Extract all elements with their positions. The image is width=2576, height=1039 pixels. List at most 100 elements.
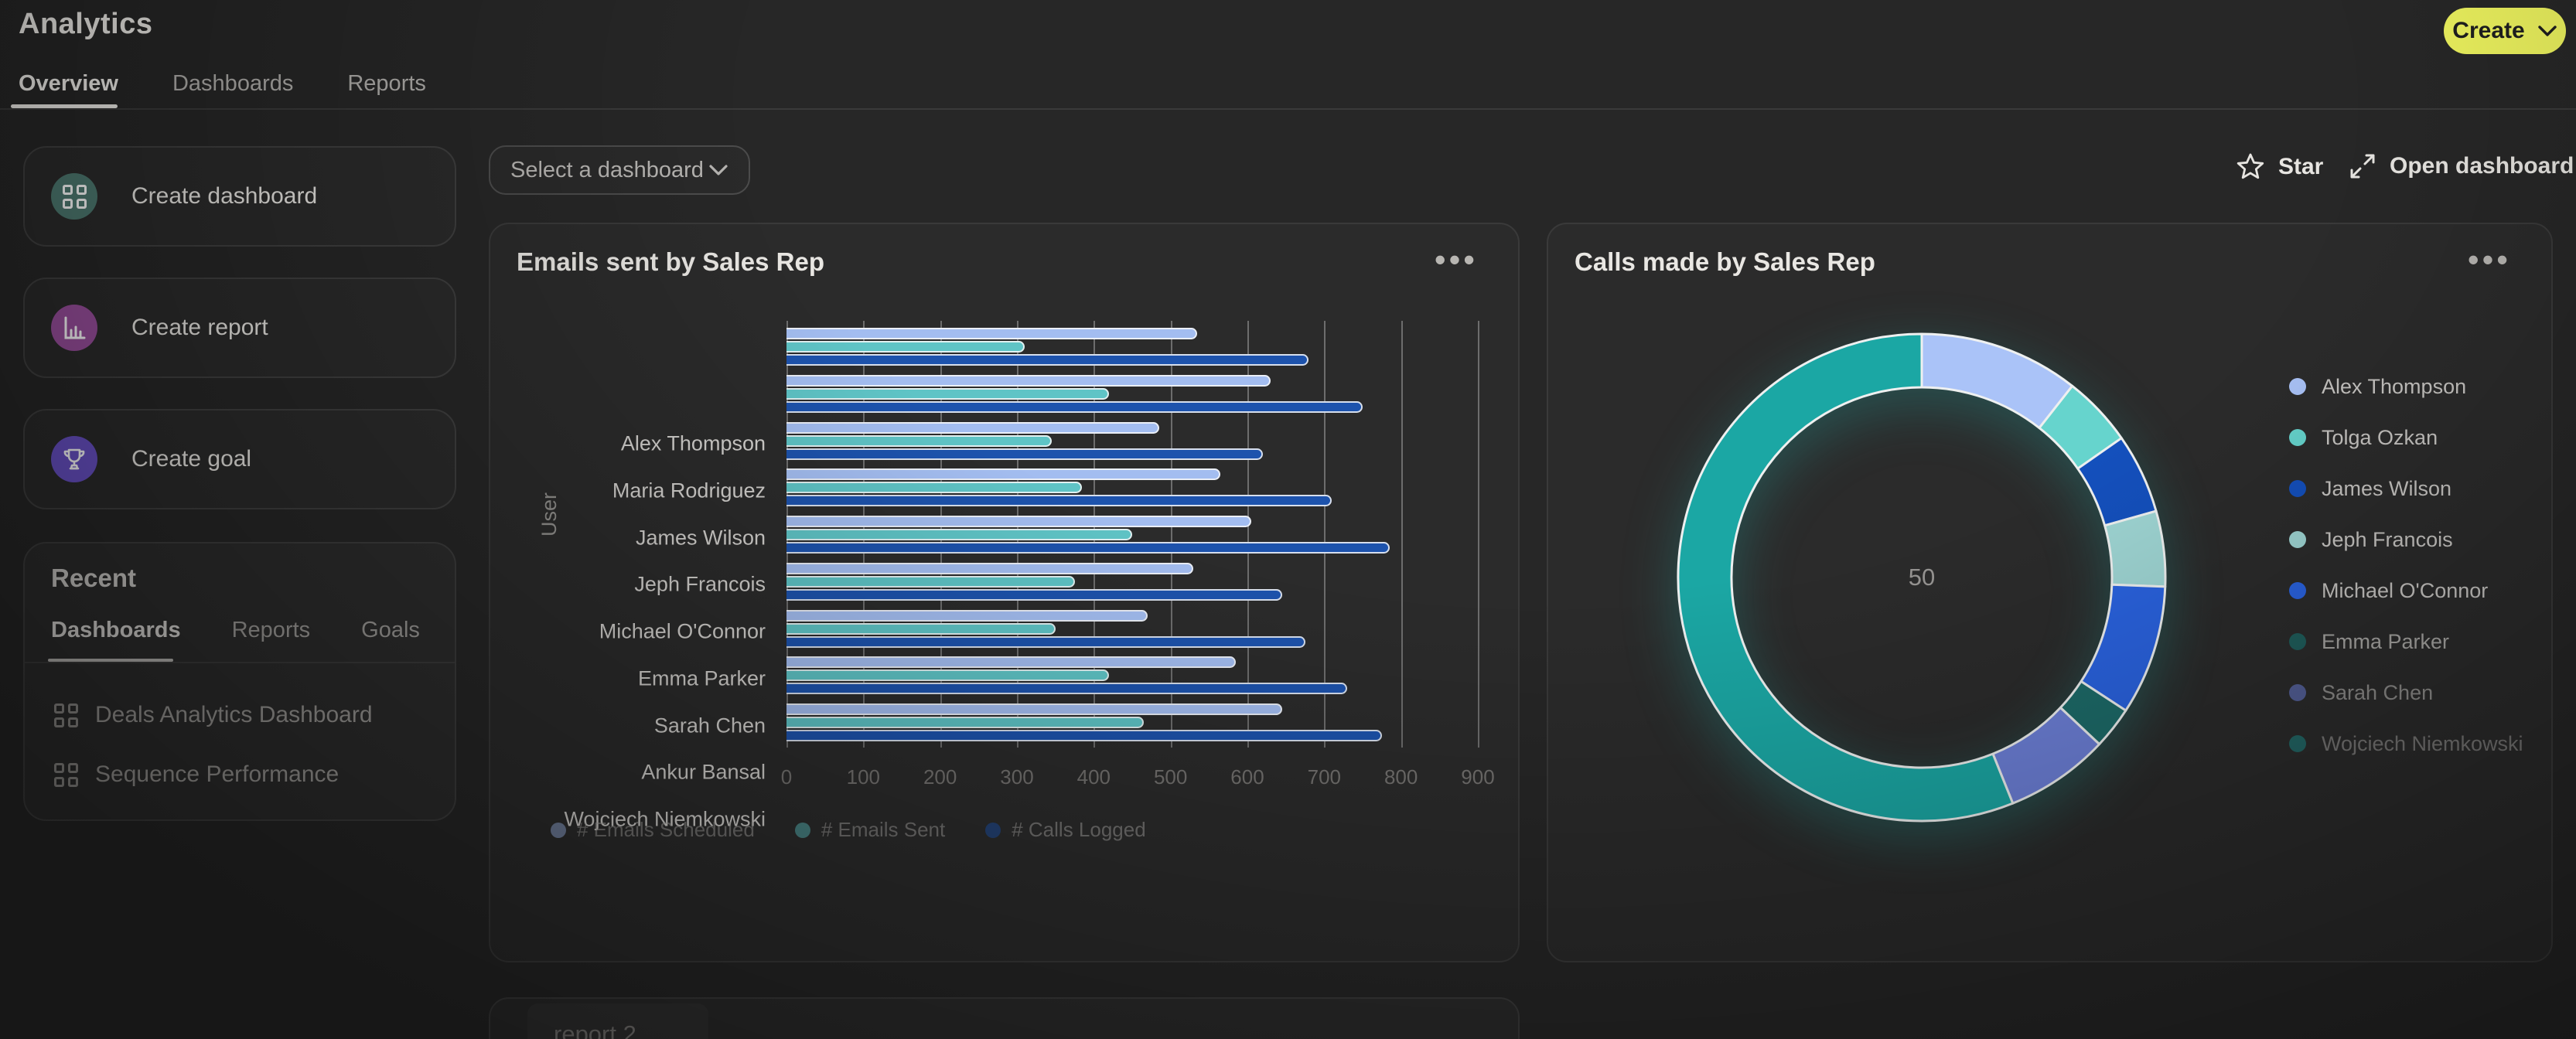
- create-button-label: Create: [2452, 18, 2525, 43]
- recent-item-sequence-performance[interactable]: Sequence Performance: [54, 758, 339, 792]
- bar--emails-scheduled-0[interactable]: [786, 328, 1198, 339]
- create-goal-card[interactable]: Create goal: [23, 409, 456, 509]
- create-report-card[interactable]: Create report: [23, 278, 456, 378]
- bar--calls-logged-1[interactable]: [786, 400, 1363, 413]
- bar--emails-sent-1[interactable]: [786, 387, 1110, 400]
- gridline: [1478, 321, 1479, 748]
- donut-chart-legend: Alex Thompson Tolga Ozkan James Wilson Jeph…: [2289, 371, 2523, 759]
- partial-card-title: report 2: [554, 1020, 636, 1039]
- legend-item[interactable]: # Emails Scheduled: [551, 818, 755, 842]
- bar-category-label: Wojciech Niemkowski: [564, 807, 766, 831]
- bar--calls-logged-7[interactable]: [786, 683, 1348, 695]
- bar--emails-sent-4[interactable]: [786, 529, 1132, 540]
- donut-legend-item[interactable]: Sarah Chen: [2289, 677, 2523, 708]
- bar--calls-logged-3[interactable]: [786, 495, 1332, 507]
- emails-sent-card: Emails sent by Sales Rep ••• User Alex T…: [489, 223, 1520, 962]
- tab-dashboards[interactable]: Dashboards: [172, 71, 294, 96]
- donut-legend-item[interactable]: Tolga Ozkan: [2289, 422, 2523, 453]
- donut-legend-item[interactable]: Alex Thompson: [2289, 371, 2523, 402]
- bar-category-label: Alex Thompson: [620, 431, 766, 455]
- bar-chart-legend: # Emails Scheduled # Emails Sent # Calls L…: [551, 818, 1146, 842]
- recent-tab-reports[interactable]: Reports: [231, 618, 311, 642]
- donut-segment-jeph-francois[interactable]: [2103, 509, 2167, 588]
- x-tick-label: 400: [1076, 765, 1111, 789]
- donut-segment-wojciech-niemkowski[interactable]: [1677, 332, 2015, 823]
- x-tick-label: 100: [846, 765, 881, 789]
- donut-legend-item[interactable]: Wojciech Niemkowski: [2289, 728, 2523, 759]
- legend-dot-icon: [2289, 684, 2306, 701]
- donut-legend-item[interactable]: Michael O'Connor: [2289, 575, 2523, 606]
- recent-item-label: Sequence Performance: [95, 761, 339, 787]
- bar-category-label: James Wilson: [635, 526, 766, 549]
- x-tick-label: 600: [1230, 765, 1264, 789]
- recent-tab-dashboards[interactable]: Dashboards: [51, 618, 181, 642]
- bar--calls-logged-4[interactable]: [786, 542, 1390, 554]
- bar--emails-scheduled-2[interactable]: [786, 421, 1159, 434]
- bar--emails-scheduled-4[interactable]: [786, 516, 1251, 527]
- dashboard-grid-icon: [54, 762, 78, 787]
- recent-item-deals-analytics[interactable]: Deals Analytics Dashboard: [54, 698, 373, 732]
- legend-dot-icon: [2289, 735, 2306, 752]
- create-button[interactable]: Create: [2444, 8, 2566, 54]
- bar--emails-sent-8[interactable]: [786, 717, 1144, 728]
- bar--emails-scheduled-1[interactable]: [786, 374, 1271, 387]
- tab-overview[interactable]: Overview: [19, 71, 118, 96]
- x-tick-label: 0: [780, 765, 793, 789]
- bar--emails-sent-7[interactable]: [786, 669, 1110, 682]
- bar-category-label: Ankur Bansal: [641, 760, 766, 784]
- bar--emails-scheduled-3[interactable]: [786, 468, 1221, 481]
- gridline: [1170, 321, 1172, 748]
- bar--calls-logged-6[interactable]: [786, 635, 1305, 648]
- bar--emails-scheduled-6[interactable]: [786, 609, 1148, 622]
- bar-category-label: Maria Rodriguez: [612, 479, 766, 502]
- expand-icon: [2350, 154, 2375, 179]
- bar--emails-sent-6[interactable]: [786, 622, 1056, 635]
- donut-legend-item[interactable]: James Wilson: [2289, 473, 2523, 504]
- legend-dot-icon: [551, 822, 566, 838]
- legend-item[interactable]: # Calls Logged: [985, 818, 1146, 842]
- bar--calls-logged-8[interactable]: [786, 730, 1382, 741]
- legend-dot-icon: [2289, 480, 2306, 497]
- recent-active-tab-underline: [48, 659, 173, 662]
- create-dashboard-label: Create dashboard: [131, 183, 318, 209]
- bar--emails-sent-0[interactable]: [786, 341, 1025, 353]
- bar--calls-logged-0[interactable]: [786, 354, 1309, 366]
- bar--emails-scheduled-8[interactable]: [786, 703, 1282, 715]
- legend-dot-icon: [794, 822, 810, 838]
- legend-dot-icon: [2289, 531, 2306, 548]
- bar--emails-scheduled-7[interactable]: [786, 656, 1237, 669]
- ellipsis-menu-icon[interactable]: •••: [1434, 241, 1478, 278]
- bar-category-label: Sarah Chen: [653, 714, 766, 737]
- x-tick-label: 700: [1307, 765, 1342, 789]
- bar--emails-sent-5[interactable]: [786, 575, 1075, 588]
- legend-dot-icon: [985, 822, 1001, 838]
- chevron-down-icon: [709, 165, 728, 175]
- open-dashboard-button[interactable]: Open dashboard: [2348, 152, 2574, 181]
- legend-dot-icon: [2289, 378, 2306, 395]
- dashboard-select[interactable]: Select a dashboard: [489, 145, 750, 195]
- create-goal-label: Create goal: [131, 446, 252, 472]
- donut-legend-label: Emma Parker: [2322, 629, 2450, 653]
- ellipsis-menu-icon[interactable]: •••: [2467, 241, 2511, 278]
- legend-label: # Emails Scheduled: [577, 818, 755, 841]
- emails-card-title: Emails sent by Sales Rep: [517, 247, 825, 276]
- dashboard-grid-icon: [54, 703, 78, 727]
- tab-reports[interactable]: Reports: [347, 71, 426, 96]
- chevron-down-icon: [2537, 26, 2557, 36]
- bar-category-label: Emma Parker: [637, 666, 766, 690]
- donut-legend-item[interactable]: Emma Parker: [2289, 626, 2523, 657]
- donut-legend-item[interactable]: Jeph Francois: [2289, 524, 2523, 555]
- donut-legend-label: James Wilson: [2322, 476, 2452, 500]
- bar--emails-sent-3[interactable]: [786, 482, 1083, 494]
- star-icon: [2237, 153, 2264, 179]
- star-button[interactable]: Star: [2235, 152, 2323, 182]
- bar--calls-logged-5[interactable]: [786, 588, 1282, 601]
- bar--calls-logged-2[interactable]: [786, 448, 1263, 460]
- legend-item[interactable]: # Emails Sent: [794, 818, 945, 842]
- x-tick-label: 800: [1384, 765, 1418, 789]
- bar--emails-sent-2[interactable]: [786, 434, 1052, 447]
- bar--emails-scheduled-5[interactable]: [786, 562, 1194, 574]
- open-dashboard-label: Open dashboard: [2390, 153, 2574, 179]
- create-dashboard-card[interactable]: Create dashboard: [23, 146, 456, 247]
- recent-tab-goals[interactable]: Goals: [361, 618, 420, 642]
